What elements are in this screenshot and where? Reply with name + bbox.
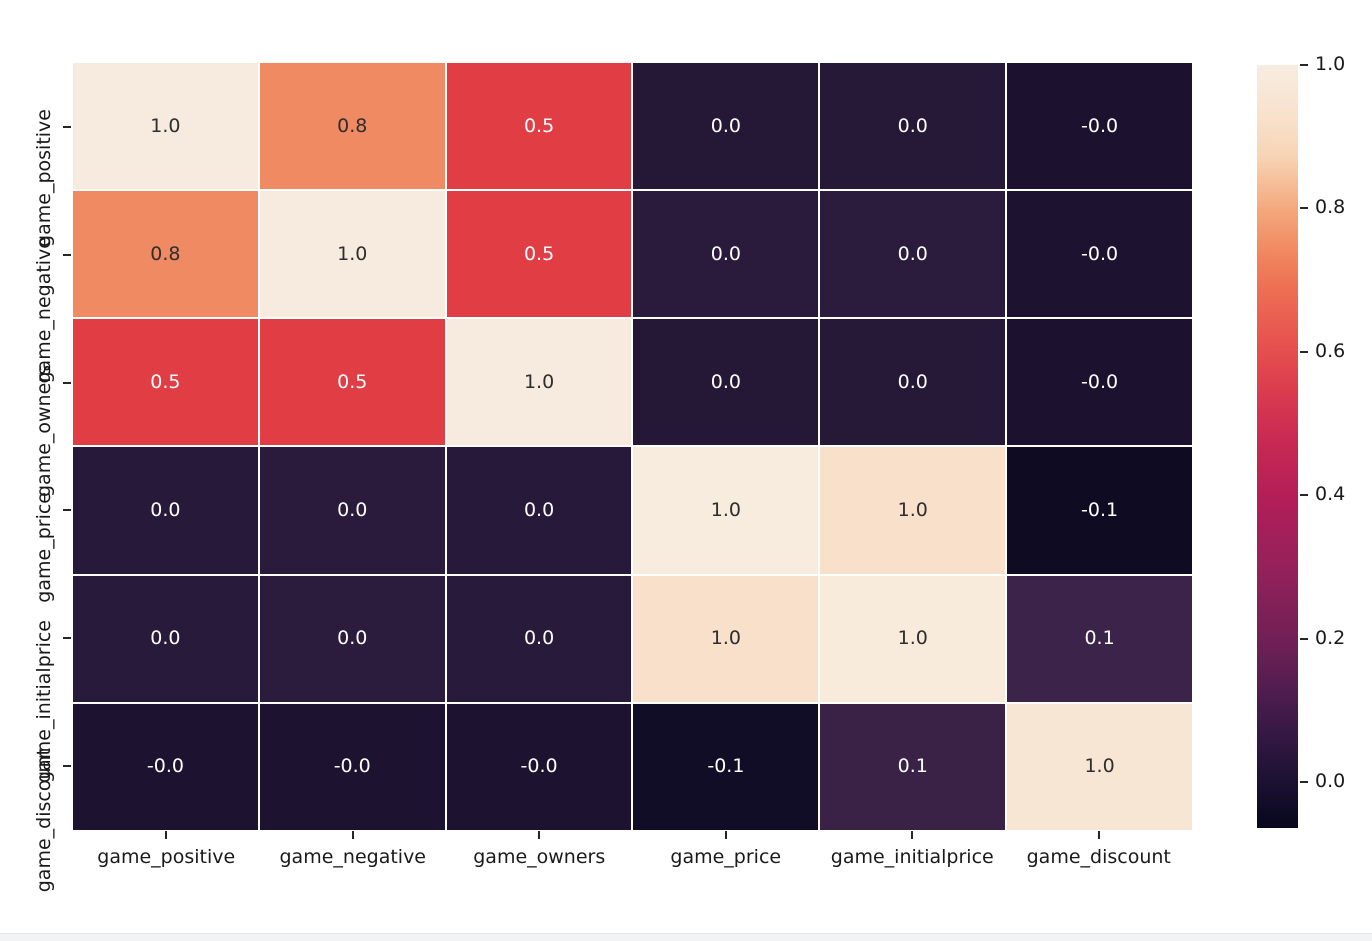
x-tick-label: game_positive xyxy=(97,846,236,868)
y-tick-mark xyxy=(63,253,71,256)
heatmap-cell: 0.5 xyxy=(73,319,258,446)
y-tick-label: game_negative xyxy=(33,236,55,384)
heatmap-cell: -0.0 xyxy=(1007,63,1192,190)
x-tick-mark xyxy=(911,831,914,839)
heatmap-cell: 0.0 xyxy=(73,447,258,574)
x-tick-label: game_discount xyxy=(1026,846,1171,868)
x-tick-mark xyxy=(1097,831,1100,839)
y-tick-mark xyxy=(63,381,71,384)
heatmap-cell: 1.0 xyxy=(1007,703,1192,830)
heatmap-cell: 0.0 xyxy=(73,575,258,702)
x-tick-mark xyxy=(351,831,354,839)
colorbar-tick-mark xyxy=(1300,207,1308,210)
heatmap-cell: 0.5 xyxy=(446,191,632,318)
colorbar-tick-mark xyxy=(1300,350,1308,353)
colorbar-tick-mark xyxy=(1300,494,1308,497)
x-tick-mark xyxy=(538,831,541,839)
y-tick-mark xyxy=(63,637,71,640)
heatmap-cell: 1.0 xyxy=(446,319,632,446)
heatmap-cell: 0.0 xyxy=(446,447,632,574)
colorbar-tick-mark xyxy=(1300,64,1308,66)
colorbar-tick-mark xyxy=(1300,781,1308,783)
heatmap-cell: 0.8 xyxy=(73,191,258,318)
heatmap-cell: -0.0 xyxy=(73,703,258,830)
heatmap-cell: 0.1 xyxy=(1007,575,1192,702)
colorbar-tick-mark xyxy=(1300,637,1308,640)
heatmap-cell: -0.0 xyxy=(446,703,632,830)
colorbar-tick-label: 0.6 xyxy=(1315,339,1346,362)
colorbar xyxy=(1257,65,1298,828)
colorbar-tick-label: 1.0 xyxy=(1315,52,1346,75)
heatmap-cell: 0.0 xyxy=(259,575,445,702)
colorbar-tick-label: 0.0 xyxy=(1315,769,1346,792)
y-tick-mark xyxy=(63,125,71,128)
x-tick-label: game_initialprice xyxy=(830,846,994,868)
y-tick-label: game_owners xyxy=(33,364,55,497)
heatmap-cell: 1.0 xyxy=(633,575,819,702)
y-tick-mark xyxy=(63,765,71,768)
heatmap-cell: 1.0 xyxy=(820,575,1006,702)
heatmap-cell: -0.1 xyxy=(633,703,819,830)
y-tick-mark xyxy=(63,509,71,512)
x-tick-label: game_negative xyxy=(279,846,427,868)
x-tick-label: game_price xyxy=(670,846,782,868)
colorbar-tick-label: 0.8 xyxy=(1315,196,1346,219)
heatmap-cell: 0.0 xyxy=(633,319,819,446)
y-tick-label: game_positive xyxy=(33,108,55,247)
heatmap-cell: 0.8 xyxy=(259,63,445,190)
x-tick-mark xyxy=(724,831,727,839)
colorbar-tick-label: 0.4 xyxy=(1315,483,1346,506)
bottom-strip xyxy=(0,933,1372,941)
colorbar-tick-label: 0.2 xyxy=(1315,626,1346,649)
heatmap-cell: -0.0 xyxy=(259,703,445,830)
y-tick-label: game_discount xyxy=(33,748,55,893)
heatmap-cell: -0.1 xyxy=(1007,447,1192,574)
heatmap-cell: 0.0 xyxy=(820,319,1006,446)
heatmap-cell: 0.0 xyxy=(633,63,819,190)
x-tick-mark xyxy=(165,831,168,839)
x-tick-label: game_owners xyxy=(473,846,606,868)
heatmap-cell: 0.0 xyxy=(446,575,632,702)
heatmap-cell: 1.0 xyxy=(633,447,819,574)
heatmap-cell: 0.0 xyxy=(259,447,445,574)
heatmap-cell: 1.0 xyxy=(259,191,445,318)
y-tick-label: game_price xyxy=(33,492,55,604)
heatmap-cell: -0.0 xyxy=(1007,191,1192,318)
heatmap-cell: 0.0 xyxy=(633,191,819,318)
heatmap-cell: 0.0 xyxy=(820,191,1006,318)
heatmap-cell: 1.0 xyxy=(73,63,258,190)
heatmap-grid: 1.0 0.8 0.5 0.0 0.0 -0.0 0.8 1.0 0.5 0.0 0.0 -0.0 0.… xyxy=(73,63,1192,830)
heatmap-cell: 0.5 xyxy=(446,63,632,190)
heatmap-cell: 0.0 xyxy=(820,63,1006,190)
heatmap-cell: 0.1 xyxy=(820,703,1006,830)
heatmap-cell: 1.0 xyxy=(820,447,1006,574)
heatmap-cell: -0.0 xyxy=(1007,319,1192,446)
heatmap-cell: 0.5 xyxy=(259,319,445,446)
